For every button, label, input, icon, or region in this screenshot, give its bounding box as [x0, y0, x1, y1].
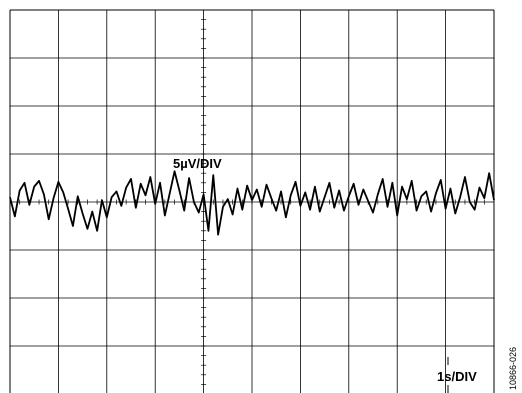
figure-code: 10866-026: [508, 347, 518, 390]
chart-grid: [9, 9, 495, 393]
horizontal-scale-label: 1s/DIV: [437, 369, 477, 384]
series-line: [9, 170, 495, 236]
noise-trace: [9, 170, 495, 236]
vertical-scale-label: 5µV/DIV: [173, 156, 222, 171]
